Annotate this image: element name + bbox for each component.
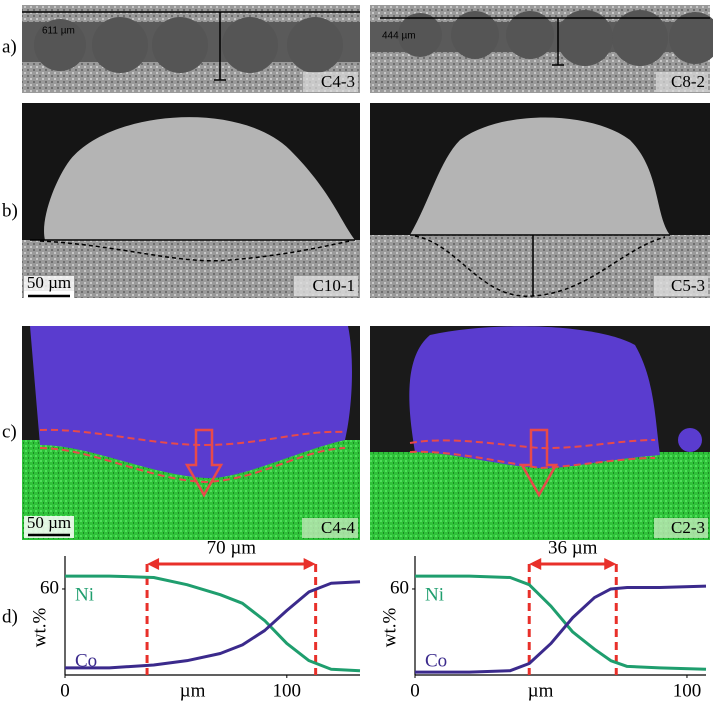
y-axis-label: wt.% bbox=[29, 608, 50, 648]
x-axis-label: µm bbox=[528, 680, 554, 701]
image-a-right bbox=[370, 5, 713, 93]
span-label: 36 µm bbox=[548, 537, 598, 558]
image-b-left bbox=[22, 103, 360, 298]
scale-bar: 50 µm bbox=[24, 513, 74, 538]
image-b-right bbox=[370, 103, 710, 298]
sample-tags: C4-3 C8-2 C10-1 C5-3 C4-4 C2-3 bbox=[294, 72, 708, 538]
legend-label: Ni bbox=[75, 584, 94, 605]
scale-bar: 50 µm bbox=[24, 273, 74, 298]
series-line bbox=[415, 574, 707, 671]
y-axis-label: wt.% bbox=[379, 608, 400, 648]
panel-label: d) bbox=[2, 606, 18, 627]
x-tick-label: 0 bbox=[410, 680, 420, 701]
series-line bbox=[415, 584, 707, 674]
measurement: 444 µm bbox=[382, 31, 416, 42]
panel-label: c) bbox=[2, 421, 17, 442]
sample-label: C8-2 bbox=[671, 72, 705, 91]
sample-label: C2-3 bbox=[671, 518, 705, 537]
y-tick-label: 60 bbox=[390, 577, 409, 598]
sample-label: C4-3 bbox=[321, 72, 355, 91]
scale-label: 50 µm bbox=[27, 513, 71, 532]
series-line bbox=[65, 574, 361, 673]
x-tick-label: 100 bbox=[673, 680, 702, 701]
panel-label: b) bbox=[2, 200, 18, 221]
sample-label: C4-4 bbox=[321, 518, 356, 537]
panel-label: a) bbox=[2, 36, 17, 57]
x-axis-label: µm bbox=[180, 680, 206, 701]
sample-label: C10-1 bbox=[313, 276, 356, 295]
image-c-left bbox=[22, 326, 360, 540]
sample-label: C5-3 bbox=[671, 276, 705, 295]
span-label: 70 µm bbox=[207, 537, 257, 558]
legend-label: Co bbox=[425, 650, 447, 671]
legend-label: Co bbox=[75, 650, 97, 671]
scale-label: 50 µm bbox=[27, 273, 71, 292]
y-tick-label: 60 bbox=[40, 577, 59, 598]
x-tick-label: 0 bbox=[60, 680, 70, 701]
legend-label: Ni bbox=[425, 584, 444, 605]
x-tick-label: 100 bbox=[273, 680, 302, 701]
series-line bbox=[65, 580, 361, 670]
measurement: 611 µm bbox=[42, 26, 75, 37]
image-c-right bbox=[370, 326, 710, 540]
image-a-left bbox=[22, 5, 360, 93]
